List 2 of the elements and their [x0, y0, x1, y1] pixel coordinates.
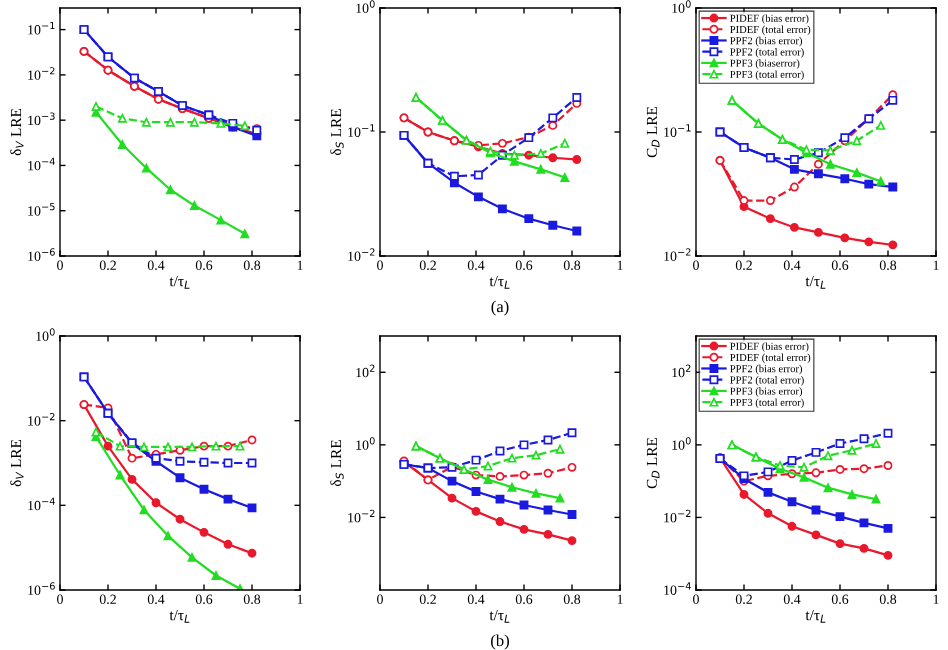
text: (b): [491, 634, 509, 650]
text: (a): [491, 300, 509, 316]
